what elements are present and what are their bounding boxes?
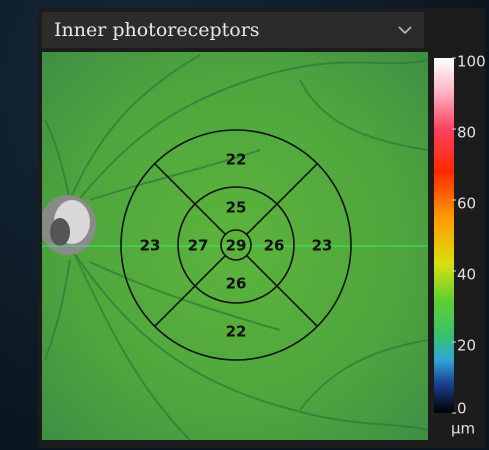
etdrs-grid [120, 129, 352, 361]
colorbar-tick-label: 40 [457, 266, 476, 284]
thickness-value: 26 [264, 237, 285, 255]
colorbar-tick-label: 20 [457, 337, 476, 355]
colorbar [434, 58, 454, 413]
layer-dropdown[interactable]: Inner photoreceptors [42, 12, 424, 48]
colorbar-tick-label: 0 [457, 400, 467, 418]
thickness-value: 25 [226, 199, 247, 217]
colorbar-tick-label: 100 [457, 53, 486, 71]
thickness-value: 22 [226, 323, 247, 341]
colorbar-tick-label: 60 [457, 195, 476, 213]
thickness-value: 27 [188, 237, 209, 255]
thickness-value: 29 [226, 237, 247, 255]
colorbar-unit: µm [451, 420, 475, 438]
fundus-image [42, 52, 428, 440]
thickness-value: 26 [226, 275, 247, 293]
thickness-value: 23 [312, 237, 333, 255]
thickness-value: 22 [226, 151, 247, 169]
dropdown-arrow [398, 26, 412, 35]
colorbar-tick-label: 80 [457, 124, 476, 142]
dropdown-label: Inner photoreceptors [54, 19, 260, 41]
thickness-value: 23 [140, 237, 161, 255]
